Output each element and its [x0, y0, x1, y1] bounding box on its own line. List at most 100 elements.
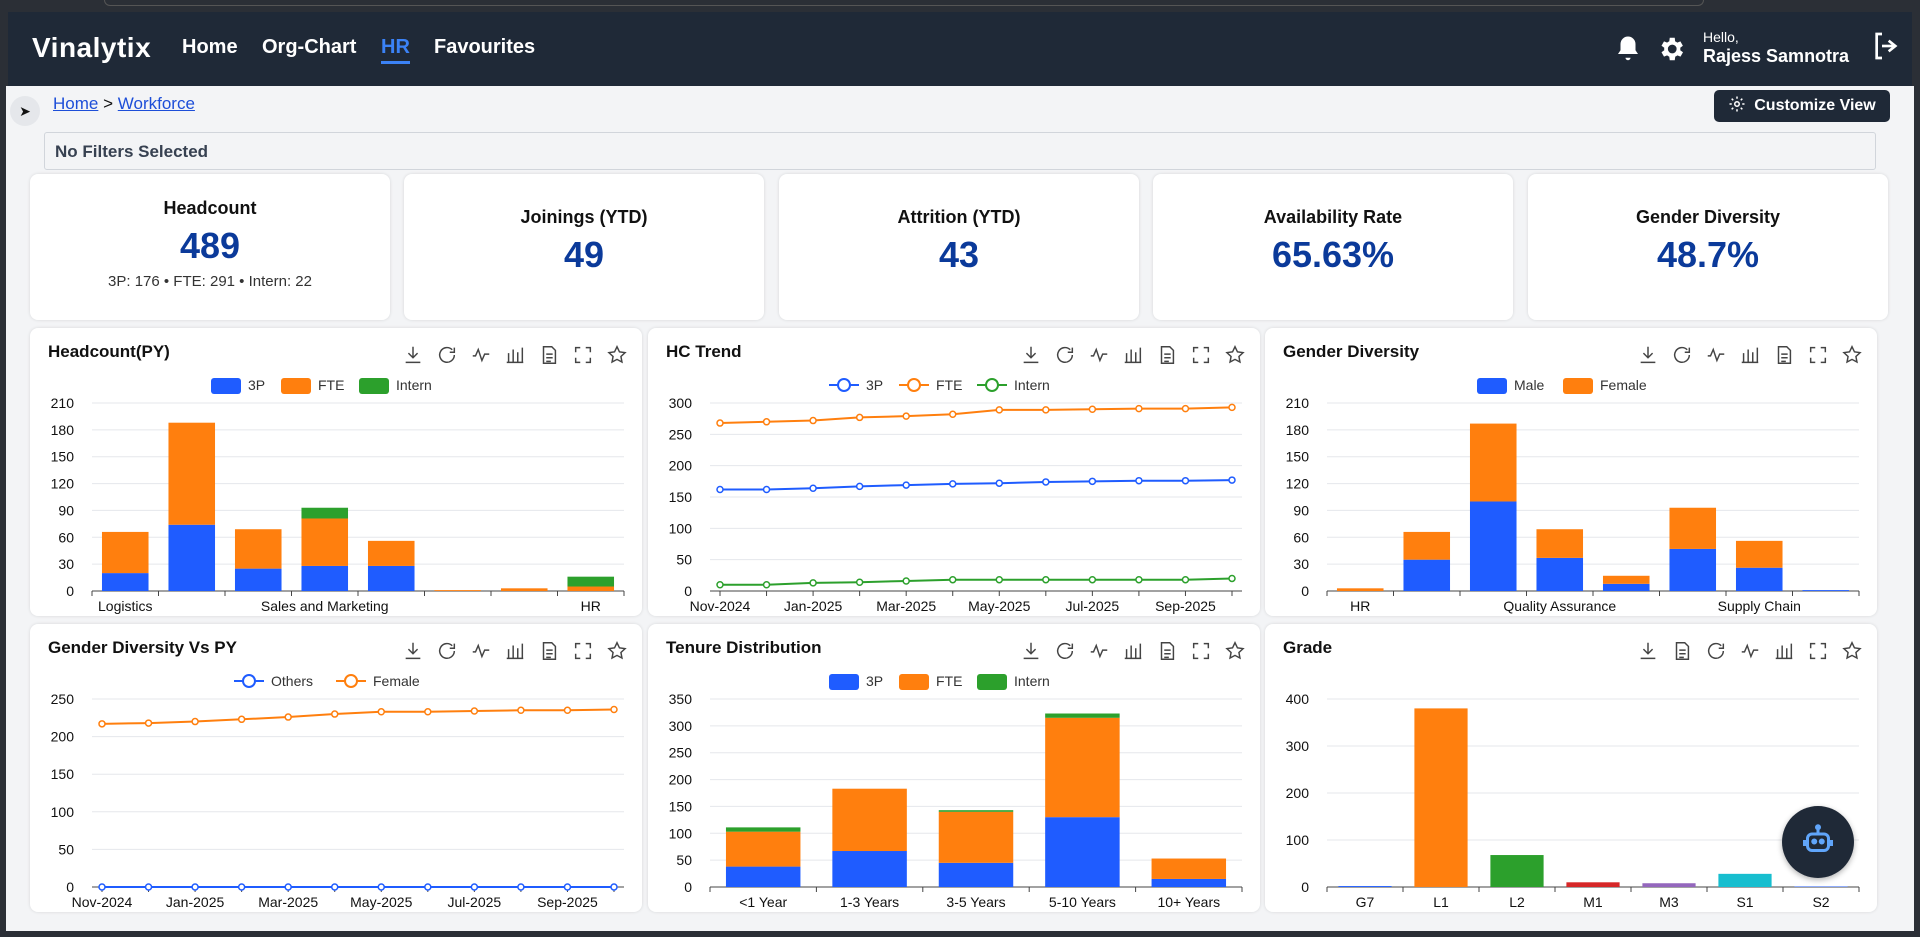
data-point[interactable] [610, 705, 618, 714]
star-icon[interactable] [604, 342, 630, 368]
data-point[interactable] [762, 418, 771, 426]
download-icon[interactable] [1018, 342, 1044, 368]
series-line[interactable] [719, 406, 1233, 425]
star-icon[interactable] [1222, 342, 1248, 368]
data-point[interactable] [809, 579, 817, 587]
data-point[interactable] [563, 883, 572, 891]
bar-male[interactable] [1735, 567, 1783, 591]
data-view-icon[interactable] [536, 342, 562, 368]
data-point[interactable] [517, 883, 525, 891]
line-chart-icon[interactable] [1086, 638, 1112, 664]
data-point[interactable] [855, 578, 864, 586]
bar-intern[interactable] [567, 576, 615, 587]
data-point[interactable] [330, 883, 339, 891]
data-point[interactable] [716, 580, 724, 589]
refresh-icon[interactable] [1703, 638, 1729, 664]
refresh-icon[interactable] [1052, 342, 1078, 368]
bar-chart-icon[interactable] [1120, 638, 1146, 664]
data-point[interactable] [610, 883, 618, 891]
data-point[interactable] [377, 708, 386, 716]
bar-intern[interactable] [938, 810, 1014, 812]
app-logo[interactable]: Vinalytix [32, 32, 151, 64]
data-point[interactable] [284, 713, 292, 721]
kpi-card-attrition[interactable]: Attrition (YTD) 43 [779, 174, 1139, 320]
bar-3p[interactable] [101, 573, 149, 591]
fullscreen-icon[interactable] [570, 342, 596, 368]
bar-chart-icon[interactable] [1120, 342, 1146, 368]
bar-3p[interactable] [938, 862, 1014, 887]
data-point[interactable] [716, 419, 724, 427]
data-point[interactable] [563, 706, 572, 715]
download-icon[interactable] [400, 638, 426, 664]
bar-3p[interactable] [832, 851, 907, 887]
series-line[interactable] [720, 479, 1233, 491]
bar-male[interactable] [1802, 590, 1850, 591]
bell-icon[interactable] [1613, 34, 1643, 64]
kpi-card-availability-rate[interactable]: Availability Rate 65.63% [1153, 174, 1513, 320]
data-point[interactable] [284, 883, 292, 891]
data-point[interactable] [144, 719, 153, 727]
filters-bar[interactable]: No Filters Selected [44, 132, 1876, 170]
bar-3p[interactable] [725, 866, 801, 887]
bar-fte[interactable] [234, 529, 282, 569]
bar-chart-icon[interactable] [1737, 342, 1763, 368]
bar[interactable] [1414, 708, 1468, 887]
bar-intern[interactable] [301, 507, 349, 519]
bar-3p[interactable] [301, 565, 349, 591]
data-point[interactable] [98, 883, 106, 891]
customize-view-button[interactable]: Customize View [1714, 90, 1890, 122]
bar-female[interactable] [1403, 531, 1451, 560]
data-point[interactable] [470, 883, 479, 891]
line-chart-icon[interactable] [1086, 342, 1112, 368]
data-point[interactable] [237, 715, 246, 724]
bar-3p[interactable] [1045, 817, 1120, 887]
bar-fte[interactable] [301, 518, 349, 566]
series-line[interactable] [101, 708, 615, 725]
legend-swatch[interactable] [977, 674, 1007, 690]
data-point[interactable] [1135, 476, 1143, 485]
data-point[interactable] [424, 883, 432, 891]
fullscreen-icon[interactable] [570, 638, 596, 664]
bar-fte[interactable] [500, 588, 548, 591]
data-point[interactable] [1181, 476, 1190, 485]
legend-swatch[interactable] [829, 674, 859, 690]
data-point[interactable] [809, 484, 817, 492]
data-point[interactable] [762, 580, 771, 589]
data-point[interactable] [470, 707, 479, 715]
star-icon[interactable] [604, 638, 630, 664]
bar-3p[interactable] [234, 568, 282, 591]
star-icon[interactable] [1839, 638, 1865, 664]
data-point[interactable] [1135, 575, 1143, 584]
bar[interactable] [1490, 855, 1544, 887]
star-icon[interactable] [1222, 638, 1248, 664]
data-point[interactable] [1228, 403, 1236, 412]
legend-swatch[interactable] [281, 378, 311, 394]
bar-female[interactable] [1602, 575, 1650, 584]
fullscreen-icon[interactable] [1805, 638, 1831, 664]
data-point[interactable] [191, 717, 199, 726]
data-view-icon[interactable] [1771, 342, 1797, 368]
bar-3p[interactable] [168, 524, 216, 591]
data-point[interactable] [1088, 405, 1097, 414]
data-point[interactable] [1228, 574, 1236, 583]
legend-swatch[interactable] [359, 378, 389, 394]
nav-favourites[interactable]: Favourites [434, 36, 536, 58]
bar-female[interactable] [1735, 540, 1783, 568]
data-point[interactable] [948, 410, 957, 419]
bar-fte[interactable] [101, 531, 149, 574]
refresh-icon[interactable] [434, 638, 460, 664]
logout-icon[interactable] [1870, 30, 1900, 60]
bar-chart-icon[interactable] [502, 342, 528, 368]
bar-fte[interactable] [434, 590, 482, 591]
data-point[interactable] [995, 575, 1004, 584]
data-point[interactable] [1228, 476, 1236, 484]
bar[interactable] [1642, 883, 1696, 887]
breadcrumb-home-link[interactable]: Home [53, 94, 99, 113]
data-point[interactable] [1181, 575, 1190, 584]
data-point[interactable] [517, 706, 525, 715]
data-point[interactable] [902, 577, 910, 585]
data-point[interactable] [1042, 406, 1050, 414]
data-point[interactable] [237, 883, 246, 891]
fullscreen-icon[interactable] [1805, 342, 1831, 368]
data-point[interactable] [191, 883, 199, 891]
